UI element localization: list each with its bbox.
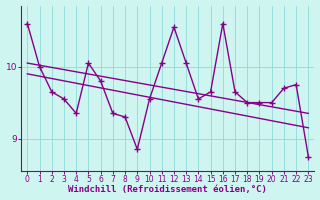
X-axis label: Windchill (Refroidissement éolien,°C): Windchill (Refroidissement éolien,°C): [68, 185, 267, 194]
